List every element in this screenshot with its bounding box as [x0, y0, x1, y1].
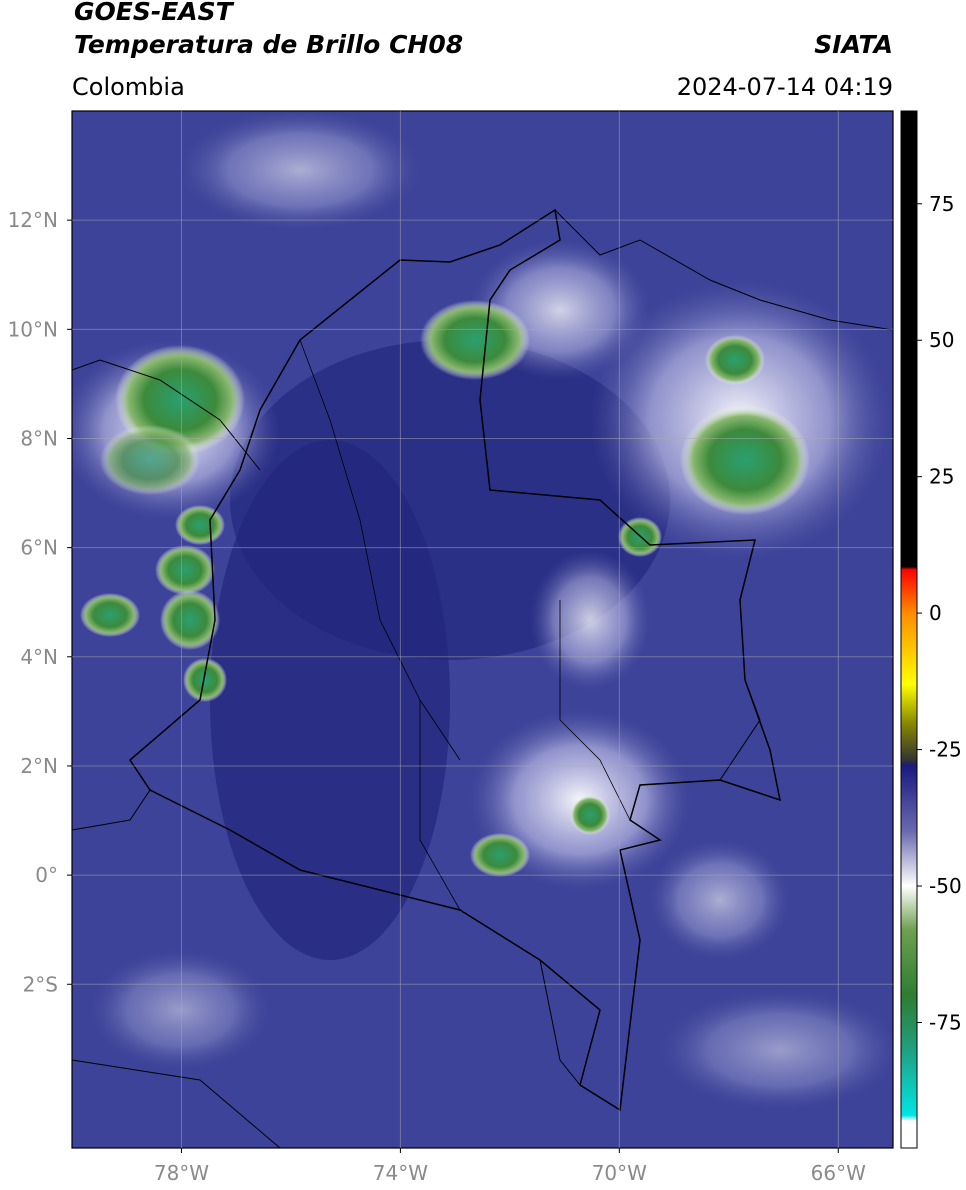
colorbar-tick-label: 75 [929, 192, 954, 216]
y-tick-label: 10°N [8, 317, 58, 341]
y-tick-label: 2°S [23, 972, 58, 996]
y-tick-label: 6°N [20, 536, 58, 560]
map-image [72, 111, 893, 1148]
timestamp: 2024-07-14 04:19 [677, 73, 893, 101]
y-tick-label: 12°N [8, 208, 58, 232]
colorbar-tick-label: 0 [929, 601, 942, 625]
colorbar-tick-label: -50 [929, 874, 962, 898]
map-frame [71, 110, 894, 1149]
source: SIATA [814, 30, 893, 59]
colorbar-tick-label: -25 [929, 738, 962, 762]
title: GOES-EAST [74, 0, 235, 26]
colorbar [900, 110, 918, 1149]
x-tick-label: 70°W [592, 1161, 647, 1185]
colorbar-tick-label: -75 [929, 1010, 962, 1034]
y-tick-label: 4°N [20, 645, 58, 669]
y-tick-label: 8°N [20, 426, 58, 450]
x-tick-label: 66°W [811, 1161, 866, 1185]
grid [72, 111, 893, 1148]
y-tick-label: 2°N [20, 754, 58, 778]
region: Colombia [72, 73, 185, 101]
y-tick-label: 0° [35, 863, 58, 887]
colorbar-tick-label: 25 [929, 465, 954, 489]
subtitle: Temperatura de Brillo CH08 [74, 30, 463, 59]
colorbar-tick-label: 50 [929, 328, 954, 352]
x-tick-label: 74°W [373, 1161, 428, 1185]
x-tick-label: 78°W [154, 1161, 209, 1185]
